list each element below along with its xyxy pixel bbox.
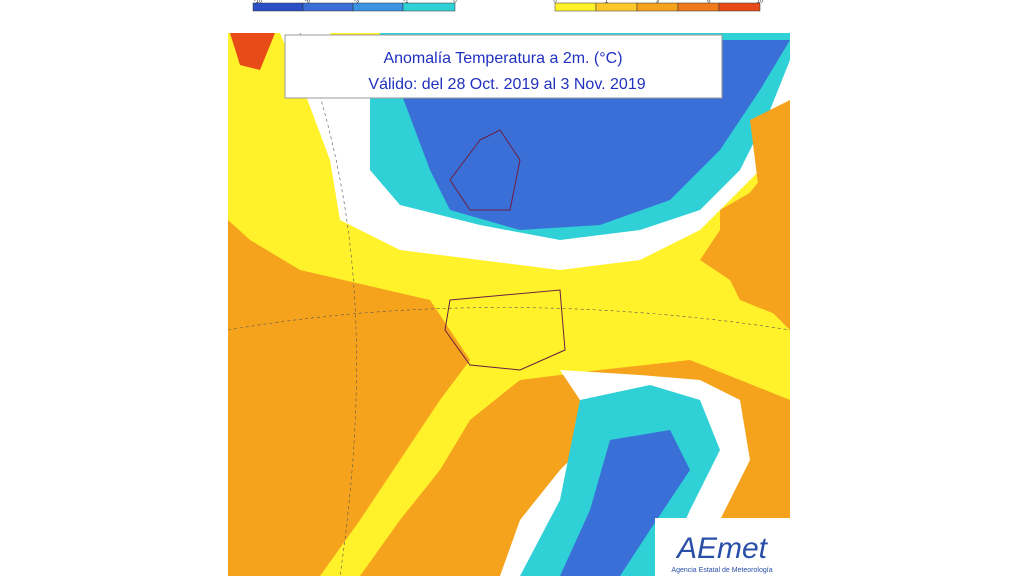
legend-tick-label: 3 — [656, 0, 660, 5]
legend-tick-label: 0 — [553, 0, 557, 5]
legend-warm — [554, 2, 761, 12]
map — [228, 33, 790, 576]
legend-cold — [252, 2, 456, 12]
logo-box — [655, 518, 790, 576]
title-line: Válido: del 28 Oct. 2019 al 3 Nov. 2019 — [368, 76, 645, 93]
legend-tick-label: -1 — [403, 0, 409, 5]
legend-tick-label: -3 — [354, 0, 360, 5]
legend-tick-label: -6 — [305, 0, 311, 5]
legend-tick-label: 10 — [757, 0, 764, 5]
title-box — [284, 34, 723, 99]
logo-name: AEmet — [675, 532, 769, 565]
logo-subtitle: Agencia Estatal de Meteorología — [671, 567, 772, 574]
legend-tick-label: 1 — [605, 0, 609, 5]
title-line: Anomalía Temperatura a 2m. (°C) — [383, 50, 622, 67]
legend-tick-label: 0 — [453, 0, 457, 5]
legend-tick-label: -10 — [254, 0, 263, 5]
legend-tick-label: 6 — [707, 0, 711, 5]
